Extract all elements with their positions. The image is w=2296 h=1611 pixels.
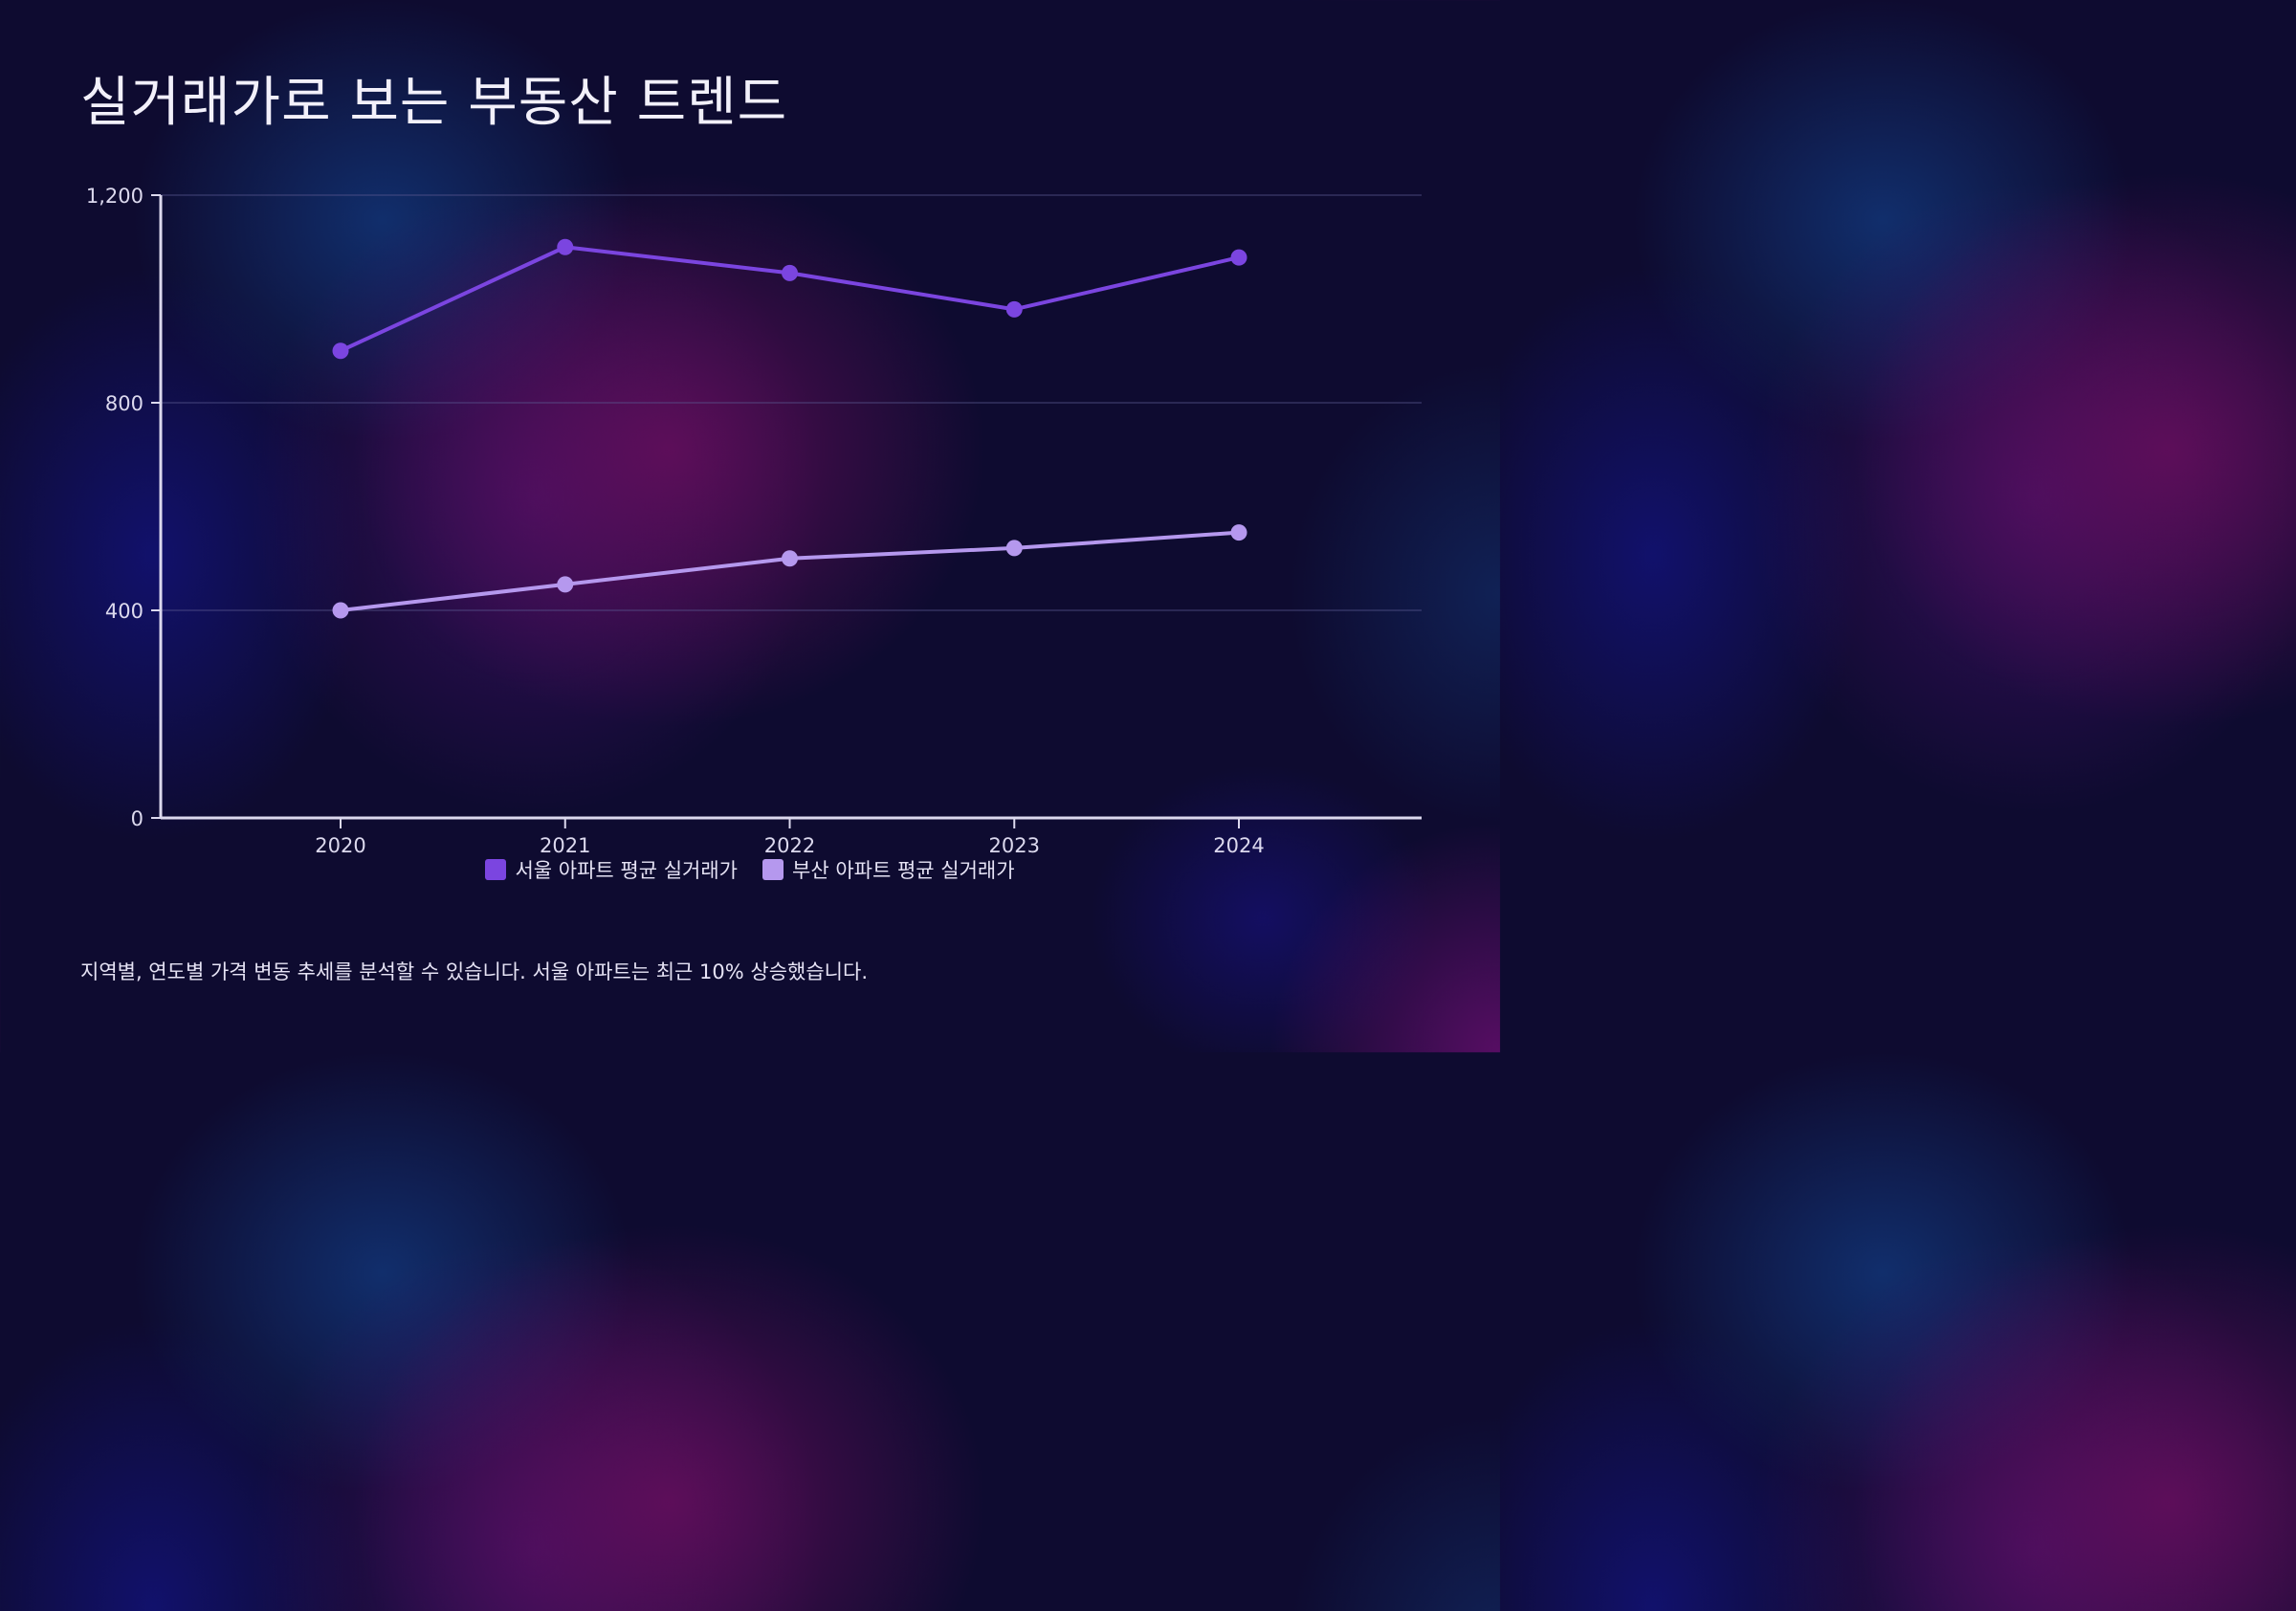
x-tick-label-2022: 2022 <box>764 834 815 857</box>
line-chart: 0 400 800 1,200 2020 2021 2022 2023 2024 <box>86 185 1422 857</box>
chart-footnote: 지역별, 연도별 가격 변동 추세를 분석할 수 있습니다. 서울 아파트는 최… <box>80 960 869 983</box>
tick-labels: 0 400 800 1,200 2020 2021 2022 2023 2024 <box>86 185 1265 857</box>
legend-label-busan: 부산 아파트 평균 실거래가 <box>792 859 1015 882</box>
data-point-0-2022 <box>782 264 798 281</box>
axes <box>151 194 1422 828</box>
data-point-1-2023 <box>1005 540 1023 557</box>
x-tick-label-2021: 2021 <box>540 834 590 857</box>
data-point-0-2023 <box>1005 300 1023 318</box>
y-tick-label-800: 800 <box>105 392 144 415</box>
y-tick-label-400: 400 <box>105 600 144 623</box>
x-tick-label-2020: 2020 <box>315 834 365 857</box>
y-tick-label-0: 0 <box>131 807 144 830</box>
y-tick-label-1200: 1,200 <box>86 185 144 208</box>
grid-lines <box>161 194 1422 611</box>
legend-item-seoul[interactable]: 서울 아파트 평균 실거래가 <box>485 855 738 884</box>
data-point-1-2021 <box>557 576 574 593</box>
legend-swatch-seoul <box>485 859 507 880</box>
data-point-0-2021 <box>557 238 574 255</box>
legend-label-seoul: 서울 아파트 평균 실거래가 <box>515 859 738 882</box>
data-point-0-2020 <box>332 342 349 360</box>
x-tick-label-2023: 2023 <box>989 834 1040 857</box>
x-tick-label-2024: 2024 <box>1213 834 1264 857</box>
series-lines <box>332 238 1247 619</box>
legend: 서울 아파트 평균 실거래가 부산 아파트 평균 실거래가 <box>0 855 1500 884</box>
series-line-0 <box>339 245 1241 353</box>
data-point-1-2022 <box>782 550 798 567</box>
series-line-1 <box>339 530 1241 612</box>
legend-item-busan[interactable]: 부산 아파트 평균 실거래가 <box>762 855 1015 884</box>
data-point-1-2020 <box>332 602 349 619</box>
data-point-0-2024 <box>1230 249 1247 266</box>
legend-swatch-busan <box>762 859 784 880</box>
chart-title: 실거래가로 보는 부동산 트렌드 <box>80 72 788 134</box>
data-point-1-2024 <box>1230 524 1247 541</box>
